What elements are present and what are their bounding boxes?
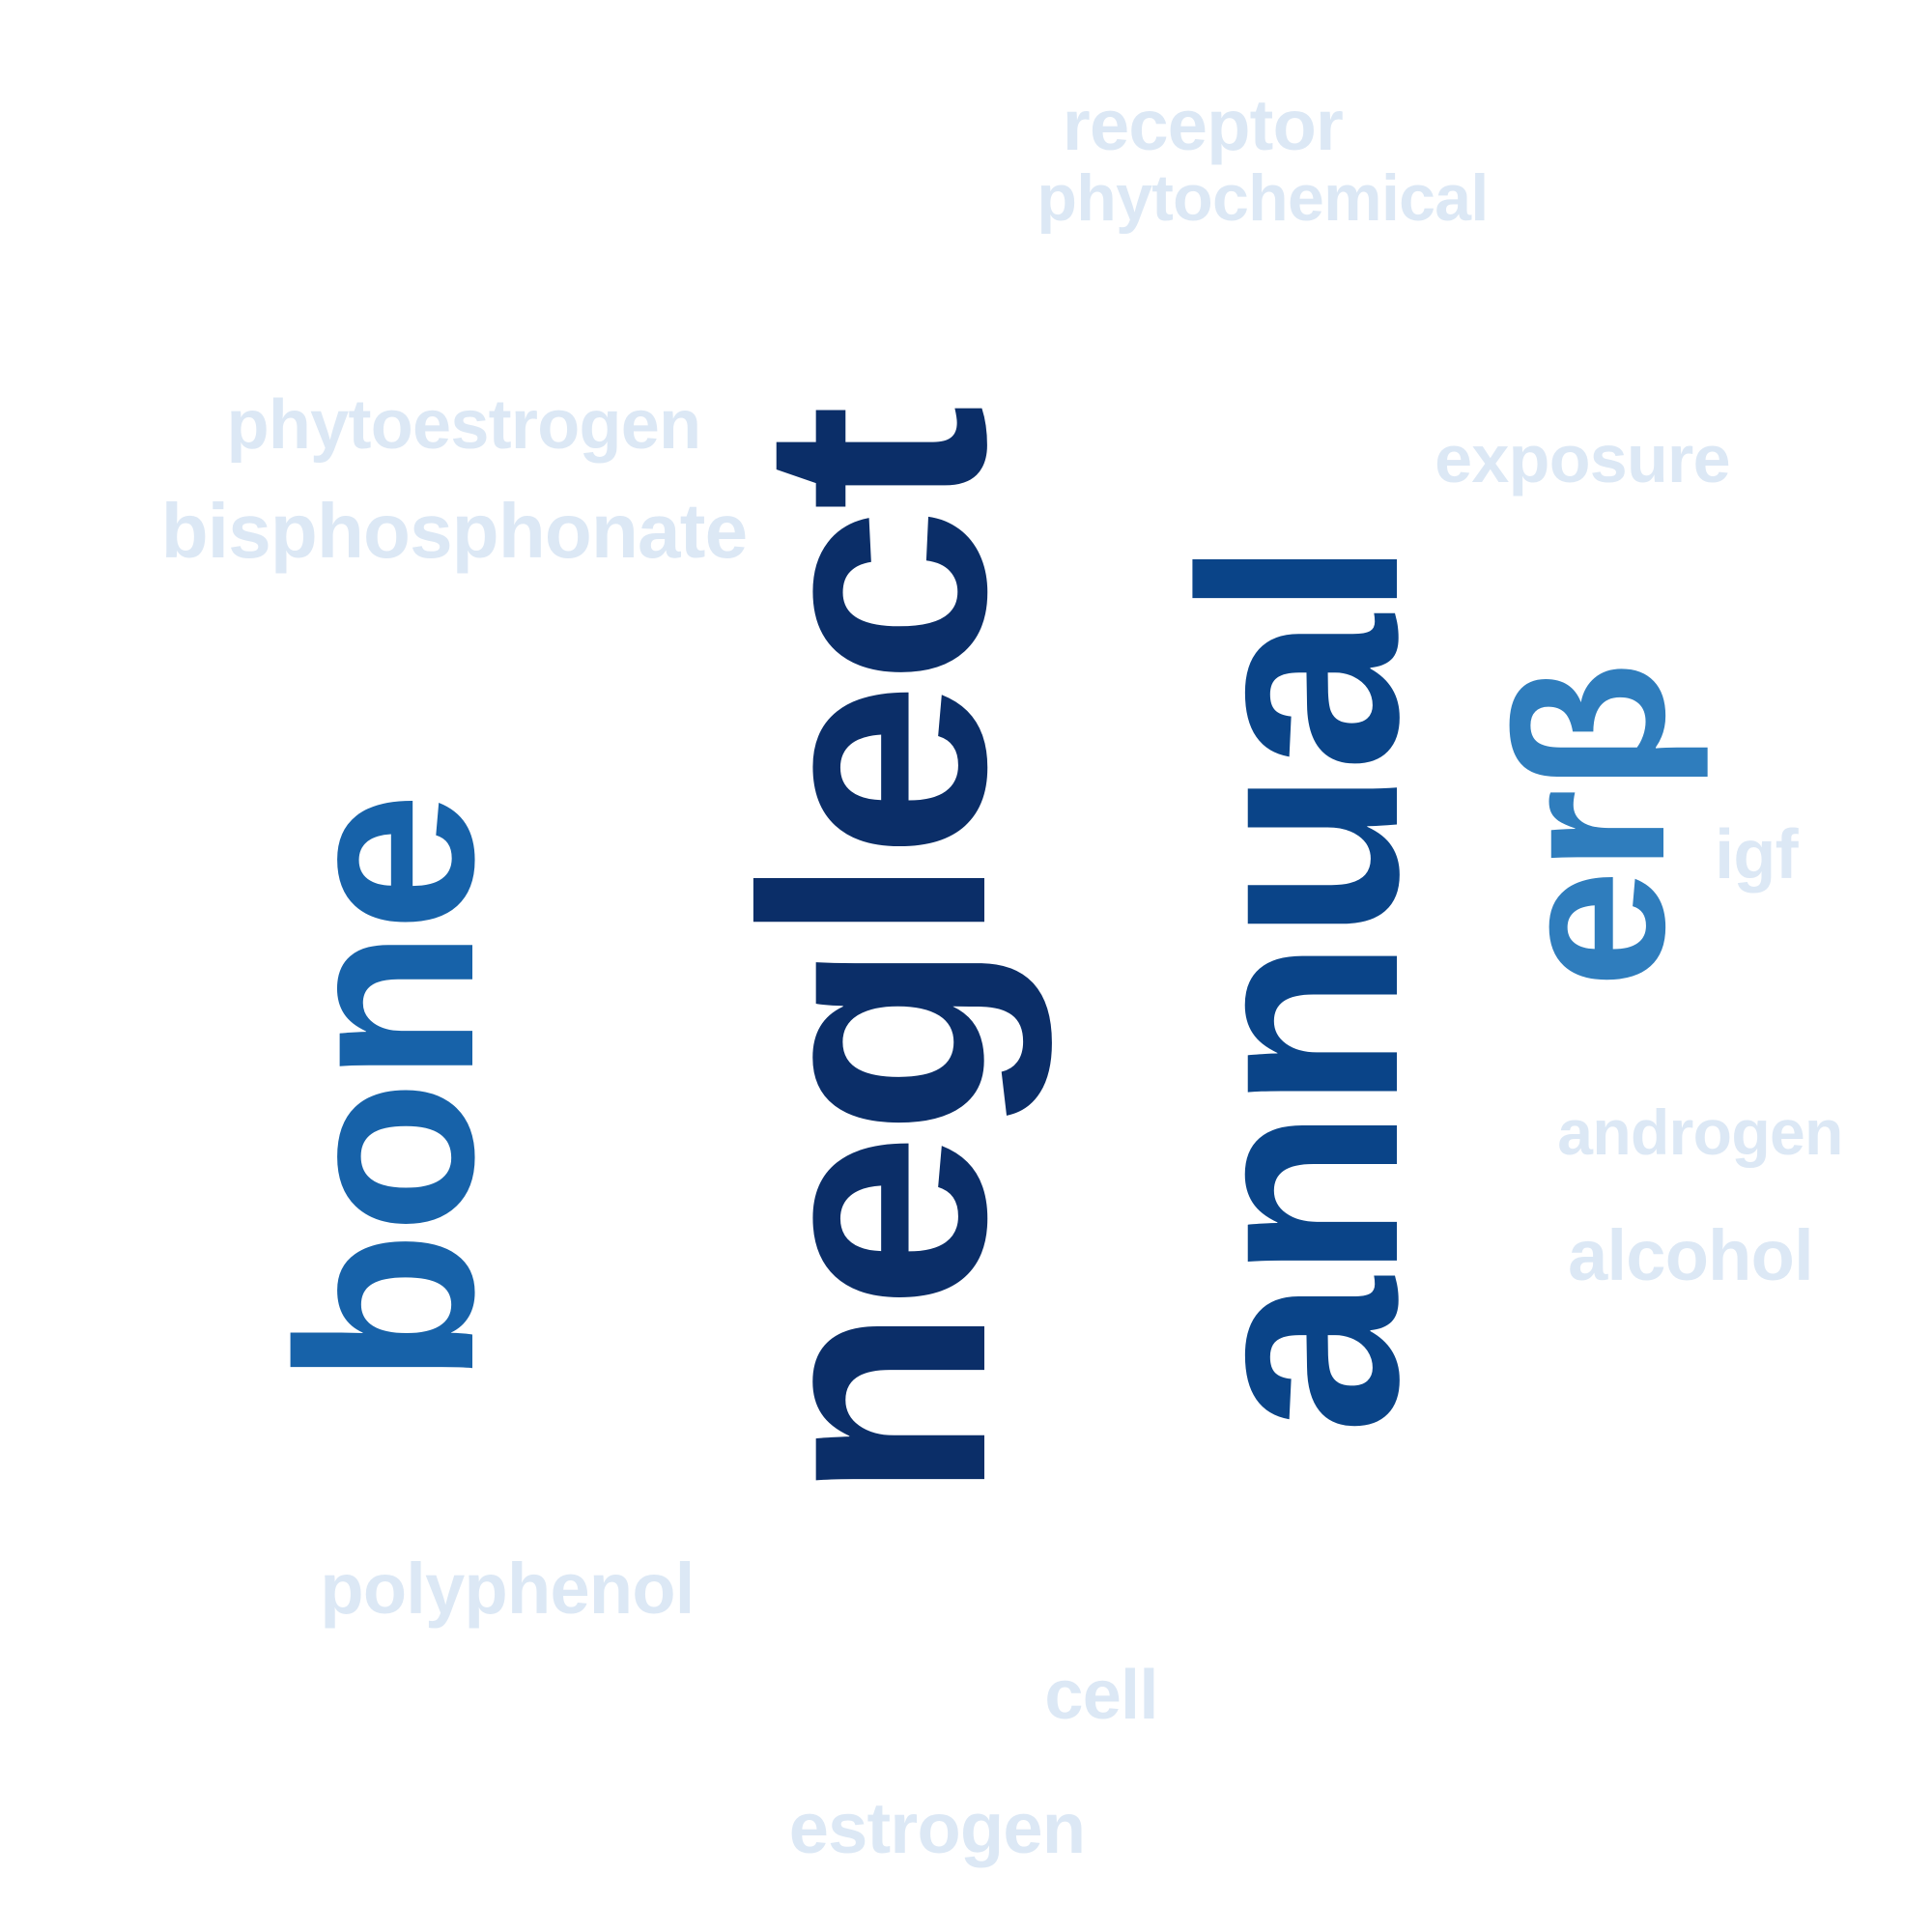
word-neglect: neglect bbox=[696, 407, 1052, 1502]
word-annual: annual bbox=[1142, 542, 1457, 1435]
word-igf: igf bbox=[1715, 816, 1799, 894]
word-estrogen: estrogen bbox=[788, 1788, 1086, 1868]
word-phytochemical: phytochemical bbox=[1037, 161, 1489, 235]
word-erb: erβ bbox=[1471, 664, 1709, 988]
word-androgen: androgen bbox=[1557, 1096, 1843, 1168]
word-exposure: exposure bbox=[1435, 421, 1730, 497]
word-phytoestrogen: phytoestrogen bbox=[226, 386, 701, 464]
word-bisphosphonate: bisphosphonate bbox=[160, 488, 748, 574]
word-cell: cell bbox=[1044, 1657, 1158, 1734]
word-receptor: receptor bbox=[1062, 85, 1344, 165]
word-alcohol: alcohol bbox=[1568, 1215, 1814, 1295]
word-polyphenol: polyphenol bbox=[320, 1548, 695, 1629]
word-bone: bone bbox=[246, 794, 526, 1385]
